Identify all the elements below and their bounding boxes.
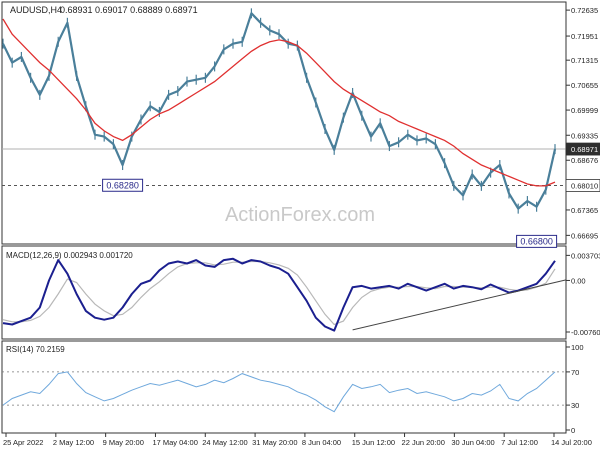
annotation-label: 0.68280 xyxy=(106,180,139,190)
rsi-line xyxy=(2,371,556,413)
price-panel-frame xyxy=(1,1,567,245)
tick-label: 0.67365 xyxy=(571,206,598,215)
tick-label: 2 May 12:00 xyxy=(53,438,94,447)
price-y-tick: 0.67365 xyxy=(566,206,598,215)
tick-label: 0.71315 xyxy=(571,56,598,65)
tick-label: 0.68010 xyxy=(571,181,598,190)
ma-series-line xyxy=(2,18,556,187)
tick-label: 70 xyxy=(571,368,579,377)
price-y-tick: 0.68676 xyxy=(566,156,598,165)
annotation-box xyxy=(516,234,558,248)
chart-symbol: AUDUSD,H4 xyxy=(10,5,62,15)
tick-label: 100 xyxy=(571,343,584,352)
tick-label: 0.68971 xyxy=(571,145,598,154)
macd-title: MACD(12,26,9) 0.002943 0.001720 xyxy=(6,251,133,260)
x-tick: 9 May 20:00 xyxy=(103,433,144,447)
tick-label: 0.70655 xyxy=(571,81,598,90)
rsi-header: RSI(14) 70.2159 xyxy=(6,345,65,354)
price-header: AUDUSD,H4 0.68931 0.69017 0.68889 0.6897… xyxy=(10,5,198,15)
tick-label: 30 xyxy=(571,401,579,410)
rsi-y-tick: 0 xyxy=(566,426,575,435)
tick-label: 30 Jun 04:00 xyxy=(451,438,494,447)
x-tick: 30 Jun 04:00 xyxy=(451,433,495,447)
x-tick: 17 May 04:00 xyxy=(152,433,198,447)
macd-panel-frame xyxy=(1,245,567,340)
tick-label: 22 Jun 20:00 xyxy=(402,438,445,447)
rsi-y-tick: 100 xyxy=(566,343,584,352)
rsi-panel-frame xyxy=(1,340,567,434)
rsi-title: RSI(14) 70.2159 xyxy=(6,345,65,354)
x-tick: 2 May 12:00 xyxy=(53,433,94,447)
x-tick: 22 Jun 20:00 xyxy=(402,433,445,447)
price-y-tick: 0.69335 xyxy=(566,131,598,140)
price-y-tick: 0.68971 xyxy=(565,142,600,156)
price-y-tick: 0.71951 xyxy=(566,32,598,41)
rsi-y-tick: 70 xyxy=(566,368,579,377)
price-annotation: 0.68280 xyxy=(102,178,144,192)
chart-ohlc: 0.68931 0.69017 0.68889 0.68971 xyxy=(60,5,198,15)
tick-label: 0.00 xyxy=(571,276,586,285)
price-annotation: 0.66800 xyxy=(516,234,558,248)
x-tick: 24 May 12:00 xyxy=(202,433,248,447)
tick-label: 0 xyxy=(571,426,575,435)
macd-y-tick: 0.003703 xyxy=(566,251,600,260)
tick-label: 0.68676 xyxy=(571,156,598,165)
tick-label: 0.71951 xyxy=(571,32,598,41)
macd-signal-line xyxy=(2,260,556,326)
x-tick: 7 Jul 12:00 xyxy=(501,433,538,447)
price-y-tick: 0.66695 xyxy=(566,231,598,240)
tick-highlight xyxy=(565,142,600,156)
tick-label: 8 Jun 04:00 xyxy=(302,438,341,447)
tick-label: 0.72635 xyxy=(571,6,598,15)
x-tick: 15 Jun 12:00 xyxy=(352,433,395,447)
tick-label: 15 Jun 12:00 xyxy=(352,438,395,447)
price-y-tick: 0.72635 xyxy=(566,6,598,15)
price-y-tick: 0.68010 xyxy=(565,179,600,192)
tick-highlight xyxy=(565,179,600,192)
tick-label: 9 May 20:00 xyxy=(103,438,144,447)
watermark: ActionForex.com xyxy=(225,204,375,226)
price-y-tick: 0.70655 xyxy=(566,81,598,90)
macd-header: MACD(12,26,9) 0.002943 0.001720 xyxy=(6,251,133,260)
tick-label: 24 May 12:00 xyxy=(202,438,247,447)
macd-y-tick: -0.007608 xyxy=(566,328,600,337)
tick-label: 0.003703 xyxy=(571,251,600,260)
annotation-box xyxy=(102,178,144,192)
x-tick: 31 May 20:00 xyxy=(252,433,298,447)
tick-label: 0.69335 xyxy=(571,131,598,140)
tick-label: 7 Jul 12:00 xyxy=(501,438,538,447)
x-tick: 8 Jun 04:00 xyxy=(302,433,341,447)
x-tick: 25 Apr 2022 xyxy=(3,433,43,447)
x-tick: 14 Jul 20:00 xyxy=(551,433,592,447)
macd-y-tick: 0.00 xyxy=(566,276,586,285)
tick-label: 31 May 20:00 xyxy=(252,438,297,447)
rsi-y-tick: 30 xyxy=(566,401,579,410)
tick-label: 17 May 04:00 xyxy=(152,438,197,447)
tick-label: 0.69999 xyxy=(571,106,598,115)
price-y-tick: 0.69999 xyxy=(566,106,598,115)
tick-label: -0.007608 xyxy=(571,328,600,337)
macd-line xyxy=(2,257,556,332)
tick-label: 25 Apr 2022 xyxy=(3,438,43,447)
tick-label: 0.66695 xyxy=(571,231,598,240)
macd-trendline xyxy=(352,279,567,331)
price-y-tick: 0.71315 xyxy=(566,56,598,65)
annotation-label: 0.66800 xyxy=(520,236,553,246)
tick-label: 14 Jul 20:00 xyxy=(551,438,592,447)
